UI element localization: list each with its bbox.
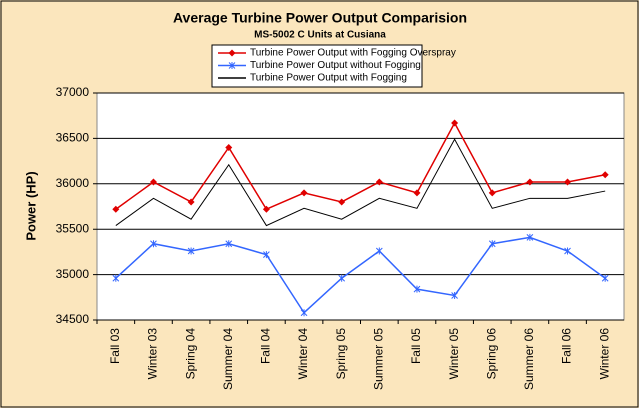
- marker: [601, 171, 609, 179]
- marker: [187, 198, 195, 206]
- marker: [338, 198, 346, 206]
- series-line: [115, 236, 606, 314]
- marker: [413, 189, 421, 197]
- marker: [187, 247, 195, 255]
- x-tick-label: Summer 05: [371, 328, 385, 390]
- x-tick-label: Summer 06: [522, 328, 536, 390]
- marker: [526, 233, 534, 241]
- marker: [263, 251, 270, 259]
- plot-area: [96, 92, 625, 321]
- x-tick-label: Winter 06: [597, 328, 611, 380]
- y-tick-label: 35500: [56, 221, 90, 235]
- x-tick-label: Fall 04: [259, 328, 273, 364]
- series-line: [115, 121, 606, 211]
- series-line: [115, 138, 606, 227]
- x-tick-label: Winter 03: [146, 328, 160, 380]
- y-axis-label: Power (HP): [23, 171, 38, 240]
- marker: [526, 178, 534, 186]
- x-tick-label: Winter 04: [296, 328, 310, 380]
- x-tick-label: Winter 05: [447, 328, 461, 380]
- marker: [564, 178, 572, 186]
- marker: [112, 205, 120, 213]
- marker: [488, 189, 496, 197]
- marker: [451, 291, 458, 299]
- marker: [225, 143, 233, 151]
- y-tick-label: 36000: [56, 176, 90, 190]
- legend-label: Turbine Power Output with Fogging: [250, 73, 407, 84]
- x-tick-label: Fall 06: [560, 328, 574, 364]
- chart-subtitle: MS-5002 C Units at Cusiana: [254, 30, 386, 41]
- legend: [211, 44, 423, 88]
- marker: [601, 274, 609, 282]
- y-tick-label: 36500: [56, 131, 90, 145]
- marker: [413, 285, 421, 293]
- y-tick-label: 34500: [56, 312, 90, 326]
- chart-title: Average Turbine Power Output Comparision: [173, 10, 467, 26]
- x-tick-label: Fall 05: [409, 328, 423, 364]
- x-tick-label: Spring 05: [334, 328, 348, 380]
- x-tick-label: Spring 06: [484, 328, 498, 380]
- marker: [150, 240, 157, 248]
- x-tick-label: Summer 04: [221, 328, 235, 390]
- marker: [300, 189, 308, 197]
- marker: [228, 49, 236, 57]
- marker: [300, 309, 308, 317]
- legend-label: Turbine Power Output with Fogging Oversp…: [250, 48, 456, 59]
- x-tick-label: Spring 04: [183, 328, 197, 380]
- legend-label: Turbine Power Output without Fogging: [250, 60, 421, 71]
- marker: [149, 178, 157, 186]
- x-tick-label: Fall 03: [108, 328, 122, 364]
- marker: [228, 62, 236, 69]
- marker: [375, 178, 383, 186]
- y-tick-label: 37000: [56, 85, 90, 99]
- marker: [262, 205, 270, 213]
- y-tick-label: 35000: [56, 267, 90, 281]
- marker: [375, 247, 383, 255]
- marker: [338, 274, 346, 282]
- marker: [225, 240, 233, 248]
- marker: [488, 240, 496, 248]
- marker: [451, 119, 459, 127]
- marker: [564, 247, 571, 255]
- marker: [112, 274, 120, 282]
